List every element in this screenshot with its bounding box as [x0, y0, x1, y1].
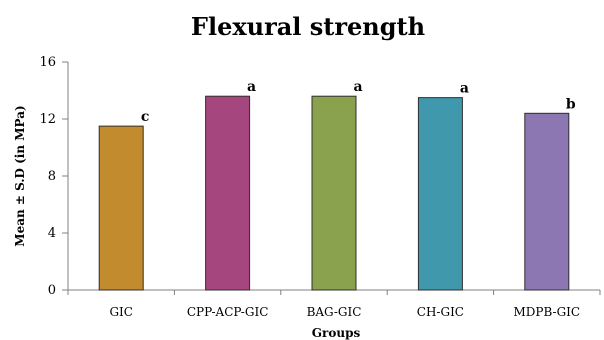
category-labels: GIC CPP-ACP-GIC BAG-GIC CH-GIC MDPB-GIC: [109, 305, 580, 319]
bar-gic: [98, 125, 144, 291]
significance-letter: a: [353, 79, 362, 95]
significance-labels: c a a a b: [141, 79, 576, 125]
y-tick-label: 0: [48, 283, 56, 298]
y-tick-label: 4: [48, 226, 56, 241]
bar-cpp-acp-gic: [205, 95, 251, 291]
bar-bag-gic: [311, 95, 357, 291]
bar-mdpb-gic: [524, 112, 570, 291]
category-label: BAG-GIC: [307, 305, 362, 319]
significance-letter: a: [247, 79, 256, 95]
bar-ch-gic: [417, 97, 463, 291]
y-tick-label: 8: [48, 169, 56, 184]
y-tick-label: 16: [39, 55, 56, 70]
y-axis-label: Mean ± S.D (in MPa): [13, 105, 27, 246]
category-label: GIC: [109, 305, 133, 319]
significance-letter: c: [141, 109, 150, 125]
category-label: CH-GIC: [417, 305, 464, 319]
y-axis-ticks: 0 4 8 12 16: [39, 55, 601, 298]
y-tick-label: 12: [39, 112, 56, 127]
category-label: CPP-ACP-GIC: [187, 305, 269, 319]
x-axis-label: Groups: [312, 326, 361, 340]
chart-title: Flexural strength: [191, 12, 425, 41]
significance-letter: a: [460, 81, 469, 97]
category-label: MDPB-GIC: [514, 305, 581, 319]
significance-letter: b: [566, 96, 576, 112]
bars: [98, 95, 570, 291]
